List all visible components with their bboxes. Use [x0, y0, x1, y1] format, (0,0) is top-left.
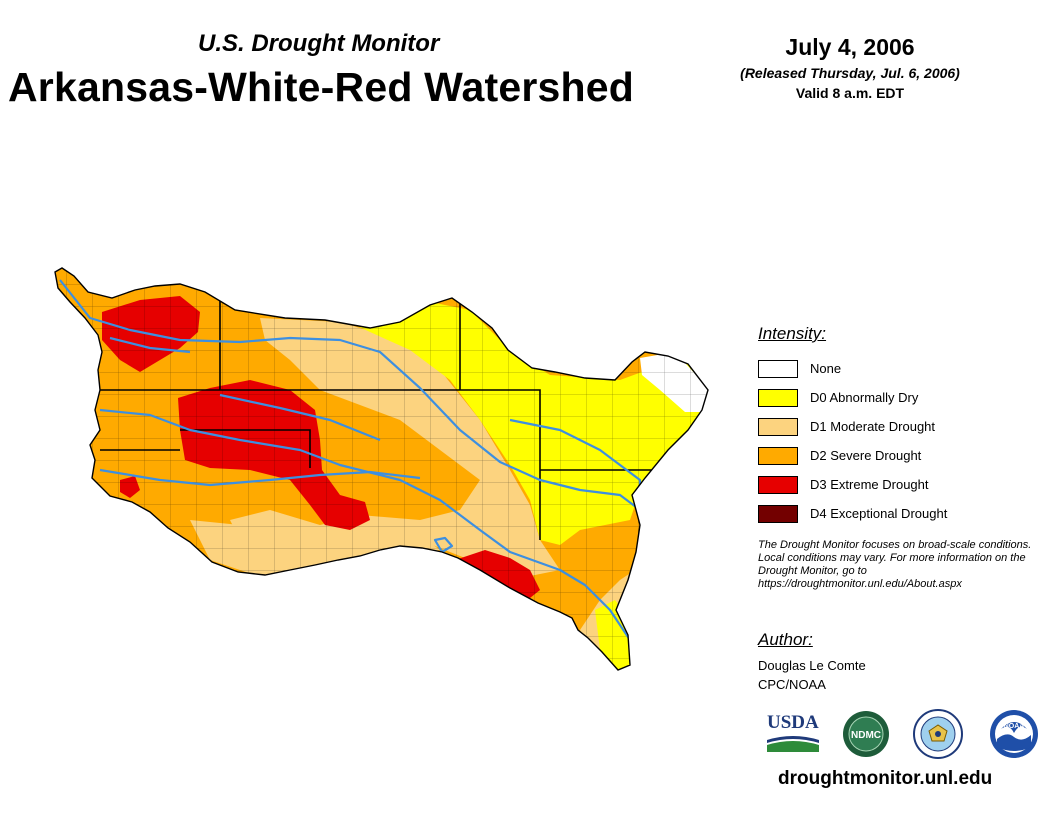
river-canadian [99, 468, 421, 487]
rivers [59, 279, 642, 641]
valid-time: Valid 8 a.m. EDT [795, 85, 905, 101]
legend-item: None [758, 354, 1048, 383]
legend-item: D0 Abnormally Dry [758, 383, 1048, 412]
footer-url[interactable]: droughtmonitor.unl.edu [778, 768, 993, 789]
legend-label: D3 Extreme Drought [810, 477, 929, 492]
usda-hills-icon [767, 736, 819, 752]
disclaimer-note: The Drought Monitor focuses on broad-sca… [758, 539, 1032, 590]
usda-logo-text: USDA [767, 712, 819, 733]
legend-item: D2 Severe Drought [758, 441, 1048, 470]
noaa-logo: NOAA [990, 710, 1038, 758]
legend-swatch-d2 [758, 446, 798, 465]
river-red [99, 408, 631, 641]
legend-item: D3 Extreme Drought [758, 470, 1048, 499]
release-date: (Released Thursday, Jul. 6, 2006) [740, 65, 960, 81]
legend-swatch-none [758, 359, 798, 378]
legend-swatch-d0 [758, 388, 798, 407]
author-block: Author: Douglas Le Comte CPC/NOAA [758, 630, 866, 694]
legend-label: None [810, 361, 842, 376]
legend: Intensity: None D0 Abnormally Dry D1 Mod… [758, 324, 1048, 528]
river-arkansas-upper [109, 336, 191, 354]
drought-map [54, 267, 709, 671]
map-title: Arkansas-White-Red Watershed [8, 64, 635, 110]
legend-label: D2 Severe Drought [810, 448, 922, 463]
legend-item: D1 Moderate Drought [758, 412, 1048, 441]
river-arkansas [59, 279, 641, 511]
author-org: CPC/NOAA [758, 677, 826, 692]
river-lake [433, 536, 454, 554]
map-date: July 4, 2006 [785, 34, 915, 60]
legend-swatch-d4 [758, 504, 798, 523]
legend-label: D0 Abnormally Dry [810, 390, 919, 405]
legend-swatch-d1 [758, 417, 798, 436]
commerce-seal-icon [913, 709, 963, 759]
legend-heading: Intensity: [758, 324, 827, 343]
legend-label: D1 Moderate Drought [810, 419, 936, 434]
date-block: July 4, 2006 (Released Thursday, Jul. 6,… [700, 34, 1000, 101]
legend-item: D4 Exceptional Drought [758, 499, 1048, 528]
legend-label: D4 Exceptional Drought [810, 506, 948, 521]
author-heading: Author: [758, 630, 813, 649]
author-name: Douglas Le Comte [758, 658, 866, 673]
legend-swatch-d3 [758, 475, 798, 494]
noaa-logo-text: NOAA [1004, 723, 1025, 730]
river-cimarron [219, 393, 381, 442]
usda-logo: USDA [767, 712, 819, 752]
ndmc-logo: NDMC [843, 711, 889, 757]
ndmc-logo-text: NDMC [851, 730, 881, 741]
map-subtitle: U.S. Drought Monitor [198, 30, 440, 57]
